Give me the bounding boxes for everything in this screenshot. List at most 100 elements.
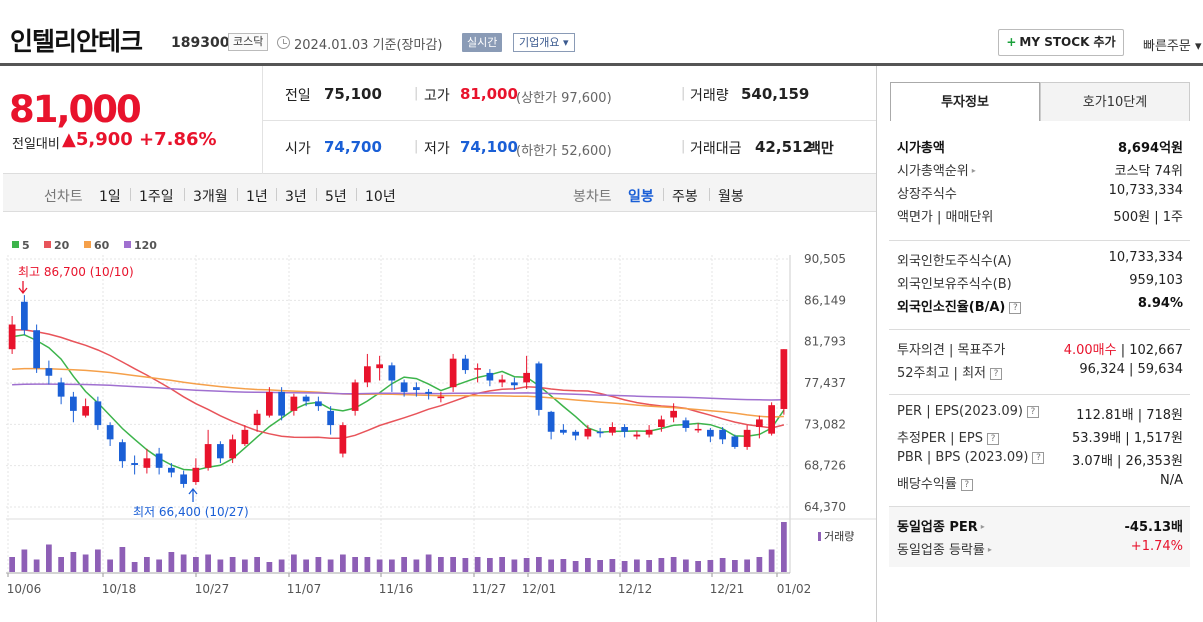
volume-bar — [572, 561, 579, 572]
legend-swatch — [84, 241, 91, 248]
market-badge: 코스닥 — [228, 33, 269, 51]
help-icon[interactable]: ? — [1026, 406, 1039, 418]
invest-info-row: 외국인소진율(B/A)? 8.94% — [897, 296, 1183, 316]
invest-info-row: PER | EPS(2023.09)? 112.81배 | 718원 — [897, 404, 1183, 424]
x-tick-label: 10/18 — [102, 582, 137, 596]
invest-info-value: 10,733,334 — [1108, 183, 1183, 198]
help-icon[interactable]: ? — [1032, 452, 1045, 464]
invest-info-label: 52주최고 | 최저? — [897, 362, 1002, 381]
tab-orderbook[interactable]: 호가10단계 — [1040, 82, 1190, 122]
volume-bar — [156, 559, 162, 572]
volume-bar — [303, 559, 309, 572]
volume-bar — [82, 554, 89, 572]
volume-bar — [450, 557, 456, 572]
help-icon[interactable]: ? — [1009, 302, 1022, 314]
help-icon[interactable]: ? — [960, 479, 973, 491]
low-value: 74,100 — [460, 138, 518, 156]
candle — [204, 444, 212, 468]
invest-info-label: PBR | BPS (2023.09)? — [897, 450, 1045, 465]
candle — [535, 363, 543, 410]
target-price: | 102,667 — [1116, 343, 1183, 358]
volume-bar — [389, 559, 395, 572]
add-my-stock-button[interactable]: + MY STOCK 추가 — [998, 29, 1124, 56]
divider — [276, 188, 277, 201]
invest-info-row: 시가총액순위 ▸ 코스닥 74위 — [897, 160, 1183, 180]
tab-1w[interactable]: 1주일 — [139, 189, 174, 205]
change-percent: +7.86% — [139, 129, 217, 150]
volume-bar — [131, 562, 138, 572]
candle — [351, 382, 359, 411]
invest-info-value: 500원 | 1주 — [1113, 210, 1183, 225]
invest-info-value: 4.00매수 | 102,667 — [1064, 339, 1183, 358]
plus-icon: + — [1006, 35, 1017, 49]
tab-3y[interactable]: 3년 — [285, 189, 307, 205]
x-tick-label: 01/02 — [777, 582, 812, 596]
quick-order-dropdown[interactable]: 빠른주문 ▾ — [1143, 39, 1202, 54]
candle — [670, 410, 677, 418]
tab-daily[interactable]: 일봉 — [628, 189, 654, 205]
tab-weekly[interactable]: 주봉 — [672, 189, 698, 205]
candle — [498, 379, 506, 383]
candle — [290, 396, 298, 411]
invest-info-value: 8.94% — [1137, 296, 1183, 311]
low-annotation: 최저 66,400 (10/27) — [133, 505, 249, 519]
divider — [709, 188, 710, 201]
volume-bar — [462, 558, 469, 572]
invest-info-row: 시가총액 8,694억원 — [897, 137, 1183, 157]
volume-bar — [548, 559, 554, 572]
tab-invest-info[interactable]: 투자정보 — [890, 82, 1040, 122]
volume-bar — [732, 560, 738, 572]
candle — [192, 467, 200, 483]
divider — [237, 188, 238, 201]
tab-1y[interactable]: 1년 — [246, 189, 268, 205]
tab-5y[interactable]: 5년 — [325, 189, 347, 205]
volume-bar — [144, 557, 150, 572]
candle — [694, 428, 702, 431]
upper-limit: (상한가 97,600) — [516, 91, 612, 106]
divider — [889, 329, 1190, 330]
invest-info-label[interactable]: 동일업종 PER ▸ — [897, 520, 985, 535]
volume-bar — [21, 549, 28, 572]
candle — [229, 439, 236, 459]
candlestick-chart[interactable]: 90,505 86,149 81,793 77,437 73,082 68,726 64,3… — [0, 212, 876, 622]
legend-swatch — [124, 241, 131, 248]
candle — [547, 411, 555, 432]
invest-info-label: 시가총액 — [897, 141, 945, 156]
legend-label: 120 — [134, 239, 157, 252]
candle — [572, 431, 579, 436]
separator: | — [681, 139, 686, 154]
candle — [45, 368, 53, 376]
invest-info-label[interactable]: 동일업종 등락률 ▸ — [897, 543, 992, 558]
invest-info-row: 상장주식수 10,733,334 — [897, 183, 1183, 203]
candle — [413, 387, 420, 390]
candle — [658, 419, 665, 428]
legend-label: 20 — [54, 239, 70, 252]
realtime-button[interactable]: 실시간 — [462, 33, 503, 52]
trade-amount-value: 42,512 — [755, 138, 813, 156]
candle — [315, 401, 322, 407]
tab-3m[interactable]: 3개월 — [193, 189, 228, 205]
invest-info-value: N/A — [1160, 473, 1183, 488]
tab-monthly[interactable]: 월봉 — [718, 189, 744, 205]
candle — [474, 368, 481, 370]
x-tick-label: 11/07 — [287, 582, 322, 596]
help-icon[interactable]: ? — [986, 433, 999, 445]
tab-1d[interactable]: 1일 — [99, 189, 121, 205]
tab-10y[interactable]: 10년 — [365, 189, 396, 205]
invest-info-label: 투자의견 | 목표주가 — [897, 343, 1006, 358]
high-label: 고가 — [424, 88, 450, 104]
header-divider — [0, 63, 1203, 66]
volume-bar — [46, 544, 52, 572]
divider — [130, 188, 131, 201]
candle — [584, 428, 592, 437]
divider — [889, 240, 1190, 241]
invest-info-value: 8,694억원 — [1117, 141, 1183, 156]
candle — [400, 382, 408, 392]
company-info-dropdown[interactable]: 기업개요 ▾ — [513, 33, 575, 52]
candle — [425, 391, 432, 394]
volume-bar — [781, 522, 787, 572]
trade-amount-unit: 백만 — [808, 141, 834, 157]
invest-info-label[interactable]: 시가총액순위 ▸ — [897, 164, 976, 179]
right-panel — [876, 66, 1203, 622]
help-icon[interactable]: ? — [990, 368, 1002, 380]
